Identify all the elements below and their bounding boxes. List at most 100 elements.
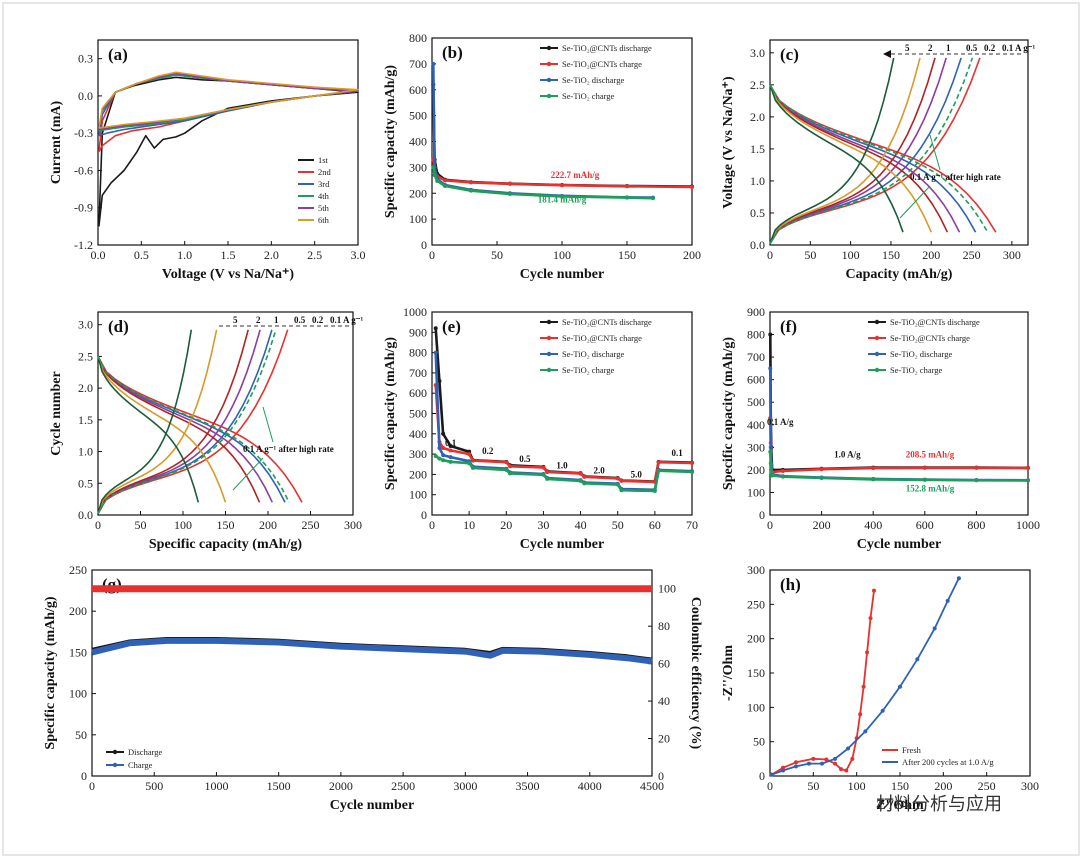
panel-d-rate-label: 2 [256, 315, 261, 325]
panel-e-ytick-label: 400 [409, 427, 427, 441]
panel-h-legend-label: Fresh [902, 745, 922, 755]
panel-d-discharge-curve [97, 356, 261, 503]
panel-g-xtick-label: 1000 [204, 779, 228, 793]
panel-h-xtick-label: 100 [848, 779, 866, 793]
panel-c-ytick-label: 2.0 [750, 110, 765, 124]
panel-e: 0 10 20 30 40 50 60 700100200300400500600700800… [383, 305, 698, 552]
panel-f-ylabel: Specific capacity (mAh/g) [721, 337, 736, 491]
panel-f-legend-label: Se-TiO₂@CNTs charge [890, 333, 970, 343]
panel-d-xtick-label: 100 [174, 518, 192, 532]
panel-b-series-point [560, 194, 564, 199]
panel-e-ytick-label: 700 [409, 366, 427, 380]
watermark-text: 材料分析与应用 [876, 794, 1002, 815]
panel-e-rate-label: 0.5 [519, 454, 531, 464]
panel-b-series-point [690, 185, 694, 190]
panel-e-rate-label: 0.1 [445, 438, 457, 448]
panel-a: 0.0 0.5 1.0 1.5 2.0 2.5 3.0 -1.2 -0.9 -0.6 -0.3 0.0… [49, 39, 366, 282]
panel-b-series-point [432, 173, 437, 178]
panel-b-ytick-label: 300 [409, 160, 427, 174]
panel-g-ytick-label: 250 [69, 563, 87, 577]
panel-e-ytick-label: 300 [409, 447, 427, 461]
panel-h-xlabel: Z'/Ohm [876, 798, 924, 813]
panel-f-series-point [768, 449, 773, 454]
panel-g-xtick-label: 2500 [391, 779, 415, 793]
panel-e-series-point [545, 469, 550, 474]
panel-h-series-point [865, 650, 870, 655]
panel-a-ytick-label: 0.0 [78, 89, 93, 103]
panel-a-xlabel: Voltage (V vs Na/Na⁺) [162, 267, 295, 282]
panel-a-label: (a) [108, 45, 128, 64]
panel-g-xtick-label: 3500 [516, 779, 540, 793]
panel-b-series-point [443, 184, 447, 189]
panel-g-legend-label: Discharge [128, 747, 163, 757]
panel-h-xtick-label: 250 [978, 779, 996, 793]
panel-a-series-6th [98, 71, 359, 129]
panel-h-series-point [880, 708, 885, 713]
panel-f-legend-marker [874, 367, 880, 373]
panel-d-ylabel: Cycle number [49, 371, 64, 455]
panel-b-legend-label: Se-TiO₂@CNTs charge [562, 59, 642, 69]
panel-e-rate-label: 0.1 [672, 448, 684, 458]
panel-f-ytick-label: 600 [747, 373, 765, 387]
panel-e-series-point [582, 474, 587, 479]
panel-b-ytick-label: 100 [409, 212, 427, 226]
panel-b-xtick-label: 150 [618, 248, 636, 262]
panel-f: 0 200 400 600 800 1000 0 100 200 300 400 500 600 700 8… [721, 305, 1040, 552]
panel-a-xtick-label: 0.5 [134, 248, 149, 262]
panel-b-xtick-label: 100 [553, 248, 571, 262]
panel-e-series-point [690, 461, 694, 466]
panel-d-charge-curve [97, 329, 218, 514]
panel-f-annotation: 152.8 mAh/g [906, 483, 955, 493]
panel-g: 0 500 1000 1500 2000 2500 3000 3500 4000 45000501… [43, 563, 703, 813]
panel-e-series-point [448, 448, 453, 453]
panel-h-series-point [820, 761, 824, 766]
panel-d-xlabel: Specific capacity (mAh/g) [149, 537, 303, 552]
panel-f-label: (f) [780, 317, 797, 336]
panel-f-series-point [769, 470, 774, 475]
panel-b-xtick-label: 0 [429, 248, 435, 262]
panel-b-series-point [469, 188, 473, 193]
panel-g-ytick-label: 100 [69, 687, 87, 701]
panel-b-annotation: 181.4 mAh/g [538, 194, 587, 204]
panel-e-legend-marker [546, 351, 552, 357]
panel-e-ytick-label: 100 [409, 488, 427, 502]
panel-f-xtick-label: 800 [967, 518, 985, 532]
panel-b-legend-label: Se-TiO₂ discharge [562, 75, 624, 85]
panel-a-ytick-label: 0.3 [78, 52, 93, 66]
panel-h-ytick-label: 200 [747, 632, 765, 646]
panel-e-label: (e) [442, 317, 461, 336]
panel-h-series-point [781, 765, 785, 770]
panel-d-xtick-label: 300 [344, 518, 362, 532]
panel-e-series-point [467, 452, 472, 457]
panel-e-series-point [441, 458, 446, 463]
panel-h-series-point [915, 657, 920, 662]
panel-e-series-point [656, 460, 661, 465]
panel-d-annotation: 0.1 A g⁻¹ after high rate [243, 444, 334, 454]
panel-b-legend-marker [546, 45, 552, 51]
panel-e-ytick-label: 200 [409, 467, 427, 481]
panel-h-series-point [872, 588, 876, 593]
panel-f-series-point [1026, 465, 1030, 470]
panel-g-xtick-label: 0 [89, 779, 95, 793]
panel-g-xtick-label: 4000 [578, 779, 602, 793]
panel-g-xtick-label: 500 [145, 779, 163, 793]
panel-e-series-point [433, 454, 438, 459]
panel-c-annotation-pointer [899, 185, 931, 219]
panel-b-ytick-label: 400 [409, 135, 427, 149]
panel-d-discharge-curve [97, 356, 200, 503]
panel-h-xtick-label: 300 [1021, 779, 1039, 793]
panel-d-ytick-label: 2.0 [78, 381, 93, 395]
panel-f-ytick-label: 900 [747, 305, 765, 319]
panel-c-rate-label: 0.2 [984, 43, 996, 53]
panel-e-xtick-label: 0 [429, 518, 435, 532]
panel-g-y2label: Coulombic efficiency (%) [688, 597, 703, 750]
panel-c-xtick-label: 250 [963, 248, 981, 262]
panel-b-series-point [560, 183, 564, 188]
panel-d-xtick-label: 150 [217, 518, 235, 532]
panel-h-series-point [811, 756, 816, 761]
panel-b-annotation: 222.7 mAh/g [551, 170, 600, 180]
panel-e-series-point [448, 455, 453, 460]
panel-b-xlabel: Cycle number [520, 267, 604, 282]
panel-c-xtick-label: 300 [1003, 248, 1021, 262]
panel-a-legend-label: 3rd [318, 179, 330, 189]
